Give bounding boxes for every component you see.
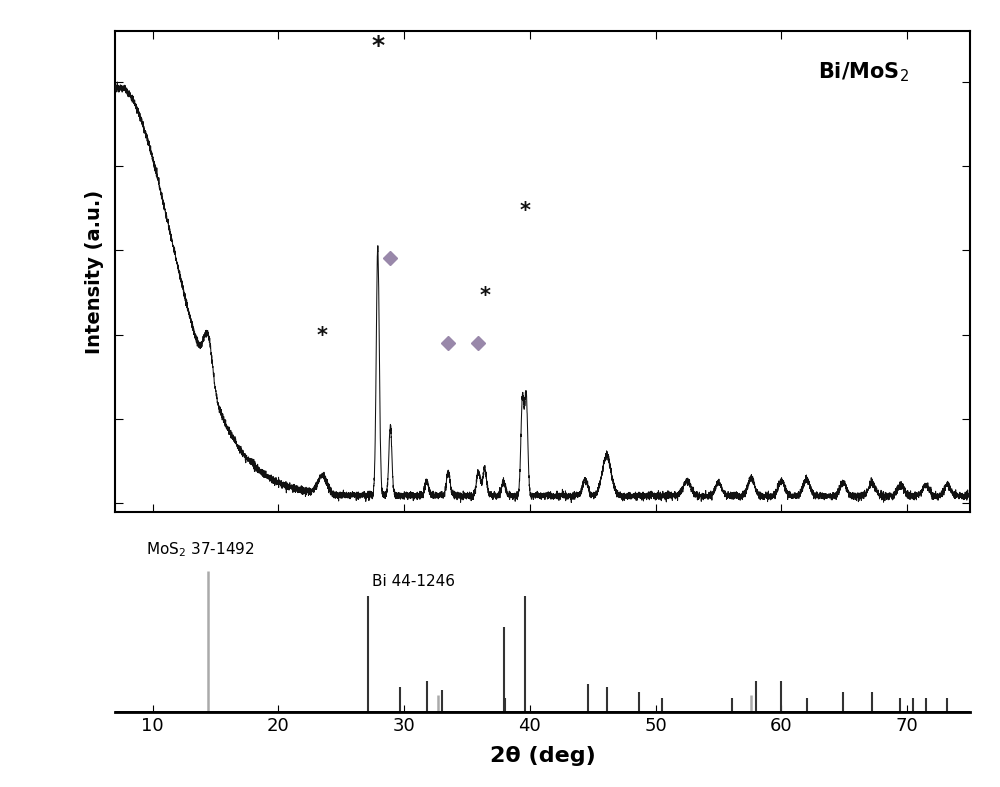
X-axis label: 2θ (deg): 2θ (deg) [490, 746, 595, 767]
Y-axis label: Intensity (a.u.): Intensity (a.u.) [85, 190, 104, 353]
Text: *: * [479, 286, 490, 305]
Text: *: * [519, 201, 530, 220]
Text: MoS$_2$ 37-1492: MoS$_2$ 37-1492 [146, 541, 255, 560]
Text: Bi/MoS$_2$: Bi/MoS$_2$ [818, 61, 909, 84]
Text: *: * [317, 326, 328, 345]
Text: Bi 44-1246: Bi 44-1246 [372, 574, 454, 589]
Text: *: * [371, 34, 384, 57]
